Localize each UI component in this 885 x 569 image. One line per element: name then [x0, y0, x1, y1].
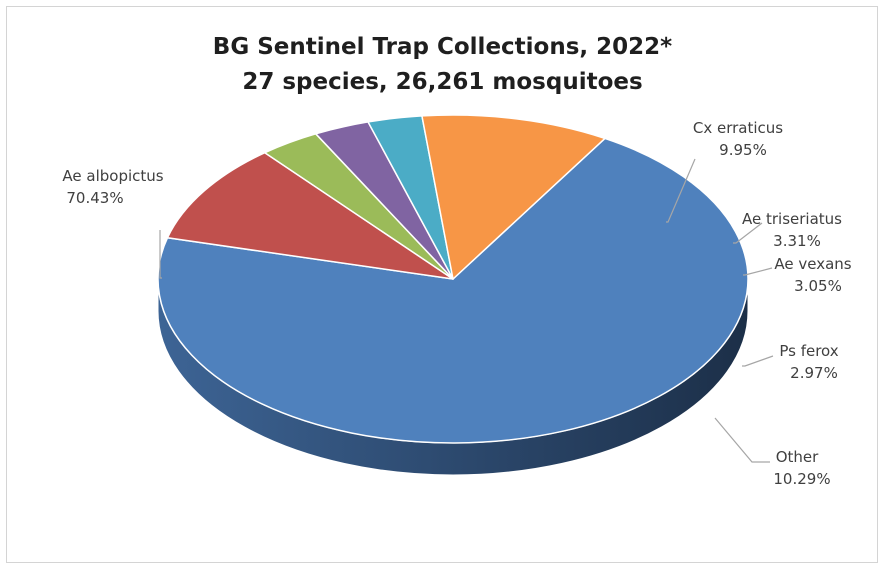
leader-lines [159, 158, 774, 463]
leader-line-ae-albopictus [159, 230, 162, 279]
slice-name-cx-erraticus: Cx erraticus [693, 119, 783, 137]
slice-name-ae-triseriatus: Ae triseriatus [742, 210, 842, 228]
slice-other [421, 114, 606, 280]
slice-value-other: 10.29% [773, 470, 830, 488]
slice-name-ps-ferox: Ps ferox [779, 342, 838, 360]
slice-cx-erraticus [166, 151, 454, 280]
chart-title-block: BG Sentinel Trap Collections, 2022* 27 s… [0, 30, 885, 100]
pie-slices [157, 114, 749, 444]
slice-name-ae-albopictus: Ae albopictus [62, 167, 163, 185]
slice-value-ae-vexans: 3.05% [794, 277, 842, 295]
slice-name-other: Other [776, 448, 819, 466]
leader-line-cx-erraticus [666, 158, 696, 223]
slice-labels: Ae albopictus 70.43% Cx erraticus 9.95% Ae t… [62, 119, 851, 488]
slice-value-ps-ferox: 2.97% [790, 364, 838, 382]
chart-subtitle: 27 species, 26,261 mosquitoes [242, 69, 643, 95]
leader-line-ae-vexans [743, 267, 773, 276]
leader-line-ae-triseriatus [733, 222, 763, 244]
leader-line-ps-ferox [742, 355, 774, 367]
chart-title: BG Sentinel Trap Collections, 2022* [212, 34, 673, 60]
leader-line-other [714, 417, 770, 463]
slice-value-cx-erraticus: 9.95% [719, 141, 767, 159]
slice-value-ae-triseriatus: 3.31% [773, 232, 821, 250]
slice-ae-albopictus [157, 137, 749, 444]
slice-name-ae-vexans: Ae vexans [774, 255, 851, 273]
slice-value-ae-albopictus: 70.43% [66, 189, 123, 207]
